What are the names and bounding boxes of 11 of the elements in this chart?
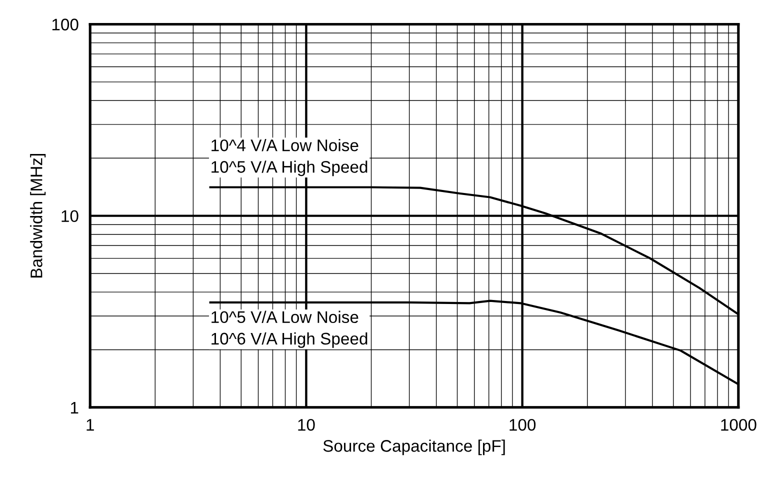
x-tick-label: 100 [510,418,536,431]
y-tick-label: 1 [70,402,78,414]
annotation: 10^5 V/A Low Noise 10^6 V/A High Speed [212,310,368,348]
x-tick-label: 1000 [721,418,756,431]
x-tick-label: 1 [86,419,94,431]
annotation: 10^4 V/A Low Noise 10^5 V/A High Speed [212,139,368,176]
x-tick-label: 10 [298,418,315,431]
y-tick-label: 100 [52,18,78,30]
y-tick-label: 10 [62,210,78,222]
x-axis-title: Source Capacitance [pF] [323,440,505,456]
y-axis-title: Bandwidth [MHz] [30,154,46,278]
